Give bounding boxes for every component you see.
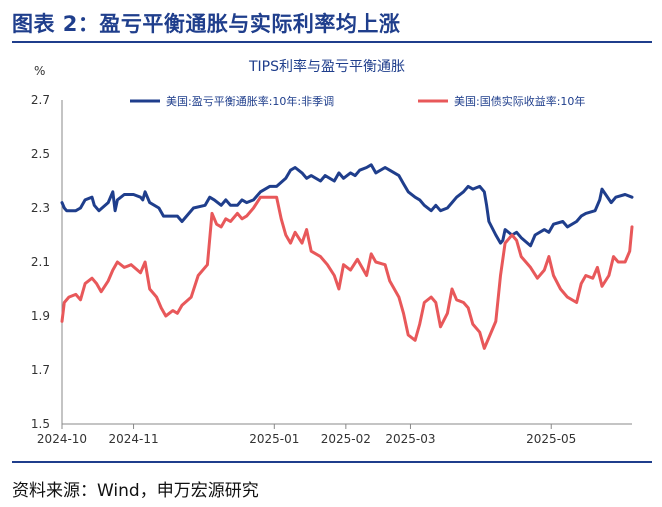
x-tick-label: 2025-01 [249,432,299,446]
series-group [60,163,634,350]
y-tick-label: 2.5 [31,147,50,161]
y-tick-label: 2.3 [31,201,50,215]
chart-title: TIPS利率与盈亏平衡通胀 [248,58,405,75]
figure-title: 图表 2：盈亏平衡通胀与实际利率均上涨 [12,12,401,36]
legend: 美国:盈亏平衡通胀率:10年:非季调 美国:国债实际收益率:10年 [130,94,585,108]
legend-label-real-yield: 美国:国债实际收益率:10年 [454,94,585,108]
y-tick-label: 1.5 [31,417,50,431]
x-tick-label: 2025-03 [385,432,435,446]
series-line-breakeven [60,163,634,248]
x-tick-label: 2024-10 [37,432,87,446]
y-tick-label: 1.9 [31,309,50,323]
y-tick-label: 2.1 [31,255,50,269]
y-tick-label: 2.7 [31,93,50,107]
legend-label-breakeven: 美国:盈亏平衡通胀率:10年:非季调 [166,94,334,108]
series-line-real-yield [60,195,634,350]
source-rule [12,461,652,463]
y-unit-label: % [34,64,45,78]
title-rule [12,41,652,43]
x-tick-label: 2024-11 [108,432,158,446]
x-tick-label: 2025-05 [526,432,576,446]
y-tick-label: 1.7 [31,363,50,377]
line-chart: TIPS利率与盈亏平衡通胀 % 美国:盈亏平衡通胀率:10年:非季调 美国:国债… [31,58,634,446]
x-tick-label: 2025-02 [321,432,371,446]
source-note: 资料来源：Wind，申万宏源研究 [12,481,259,501]
